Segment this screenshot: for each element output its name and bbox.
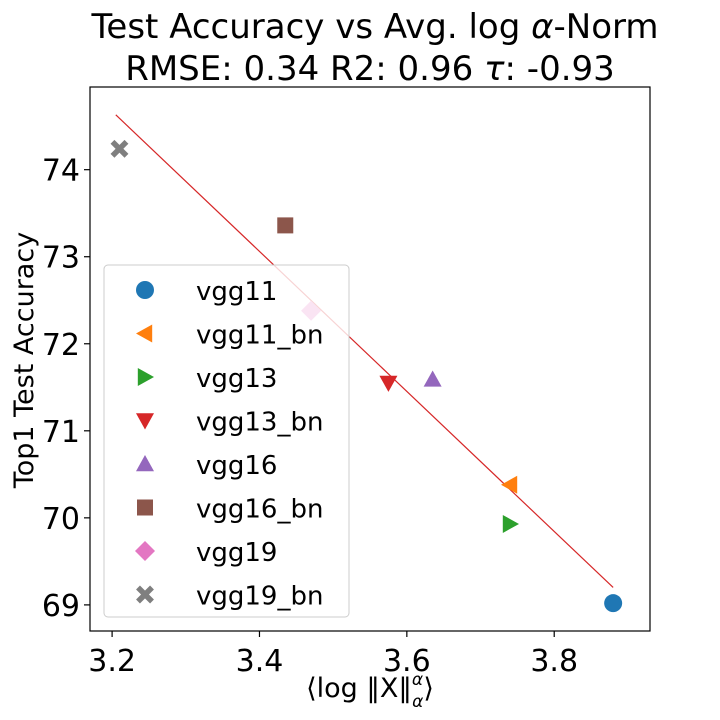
y-tick-label: 69 [42, 589, 80, 624]
data-point-vgg13_bn [379, 375, 398, 392]
x-tick-label: 3.4 [236, 644, 284, 679]
x-axis-ticks: 3.2 3.4 3.6 3.8 [88, 631, 578, 679]
legend-label-vgg19: vgg19 [196, 538, 277, 568]
y-tick-label: 70 [42, 502, 80, 537]
legend-label-vgg19_bn: vgg19_bn [196, 582, 323, 612]
legend-marker-vgg19 [135, 541, 155, 561]
legend-marker-vgg16_bn [137, 499, 153, 516]
x-tick-label: 3.2 [88, 644, 136, 679]
legend: vgg11 vgg11_bn vgg13 vgg13_bn vgg16 vgg16_bnv… [103, 264, 350, 618]
chart-title-line1: Test Accuracy vs Avg. log α-Norm [90, 7, 658, 47]
x-axis-label: ⟨log ‖X‖α α⟩ [306, 670, 434, 712]
legend-marker-vgg11 [136, 281, 154, 299]
data-point-vgg11_bn [501, 475, 518, 494]
legend-marker-vgg16 [136, 455, 154, 472]
legend-marker-vgg19_bn [136, 585, 154, 604]
y-tick-label: 73 [42, 241, 80, 276]
data-point-vgg16_bn [277, 217, 294, 234]
legend-marker-vgg13 [137, 368, 154, 386]
legend-box [103, 264, 350, 618]
data-point-vgg13 [502, 514, 519, 533]
legend-marker-vgg13_bn [136, 413, 154, 430]
data-point-vgg11 [604, 594, 623, 613]
x-tick-label: 3.6 [383, 644, 431, 679]
legend-label-vgg11_bn: vgg11_bn [196, 321, 323, 351]
y-tick-label: 74 [42, 154, 80, 189]
data-point-vgg16 [423, 370, 442, 387]
legend-label-vgg16_bn: vgg16_bn [196, 495, 323, 525]
fit-line [115, 114, 614, 588]
y-axis-ticks: 69 70 71 72 73 74 [42, 154, 90, 624]
legend-label-vgg13_bn: vgg13_bn [196, 408, 323, 438]
y-tick-label: 72 [42, 328, 80, 363]
chart-title-line2: RMSE: 0.34 R2: 0.96 τ: -0.93 [125, 49, 615, 89]
legend-label-vgg13: vgg13 [196, 364, 277, 394]
legend-label-vgg16: vgg16 [196, 451, 277, 481]
y-tick-label: 71 [42, 415, 80, 450]
fit-line-group [115, 114, 614, 588]
legend-marker-vgg11_bn [136, 324, 153, 343]
data-point-vgg19_bn [110, 139, 129, 158]
x-tick-label: 3.8 [530, 644, 578, 679]
y-axis-label: Top1 Test Accuracy [9, 232, 40, 489]
legend-label-vgg11: vgg11 [196, 277, 277, 307]
